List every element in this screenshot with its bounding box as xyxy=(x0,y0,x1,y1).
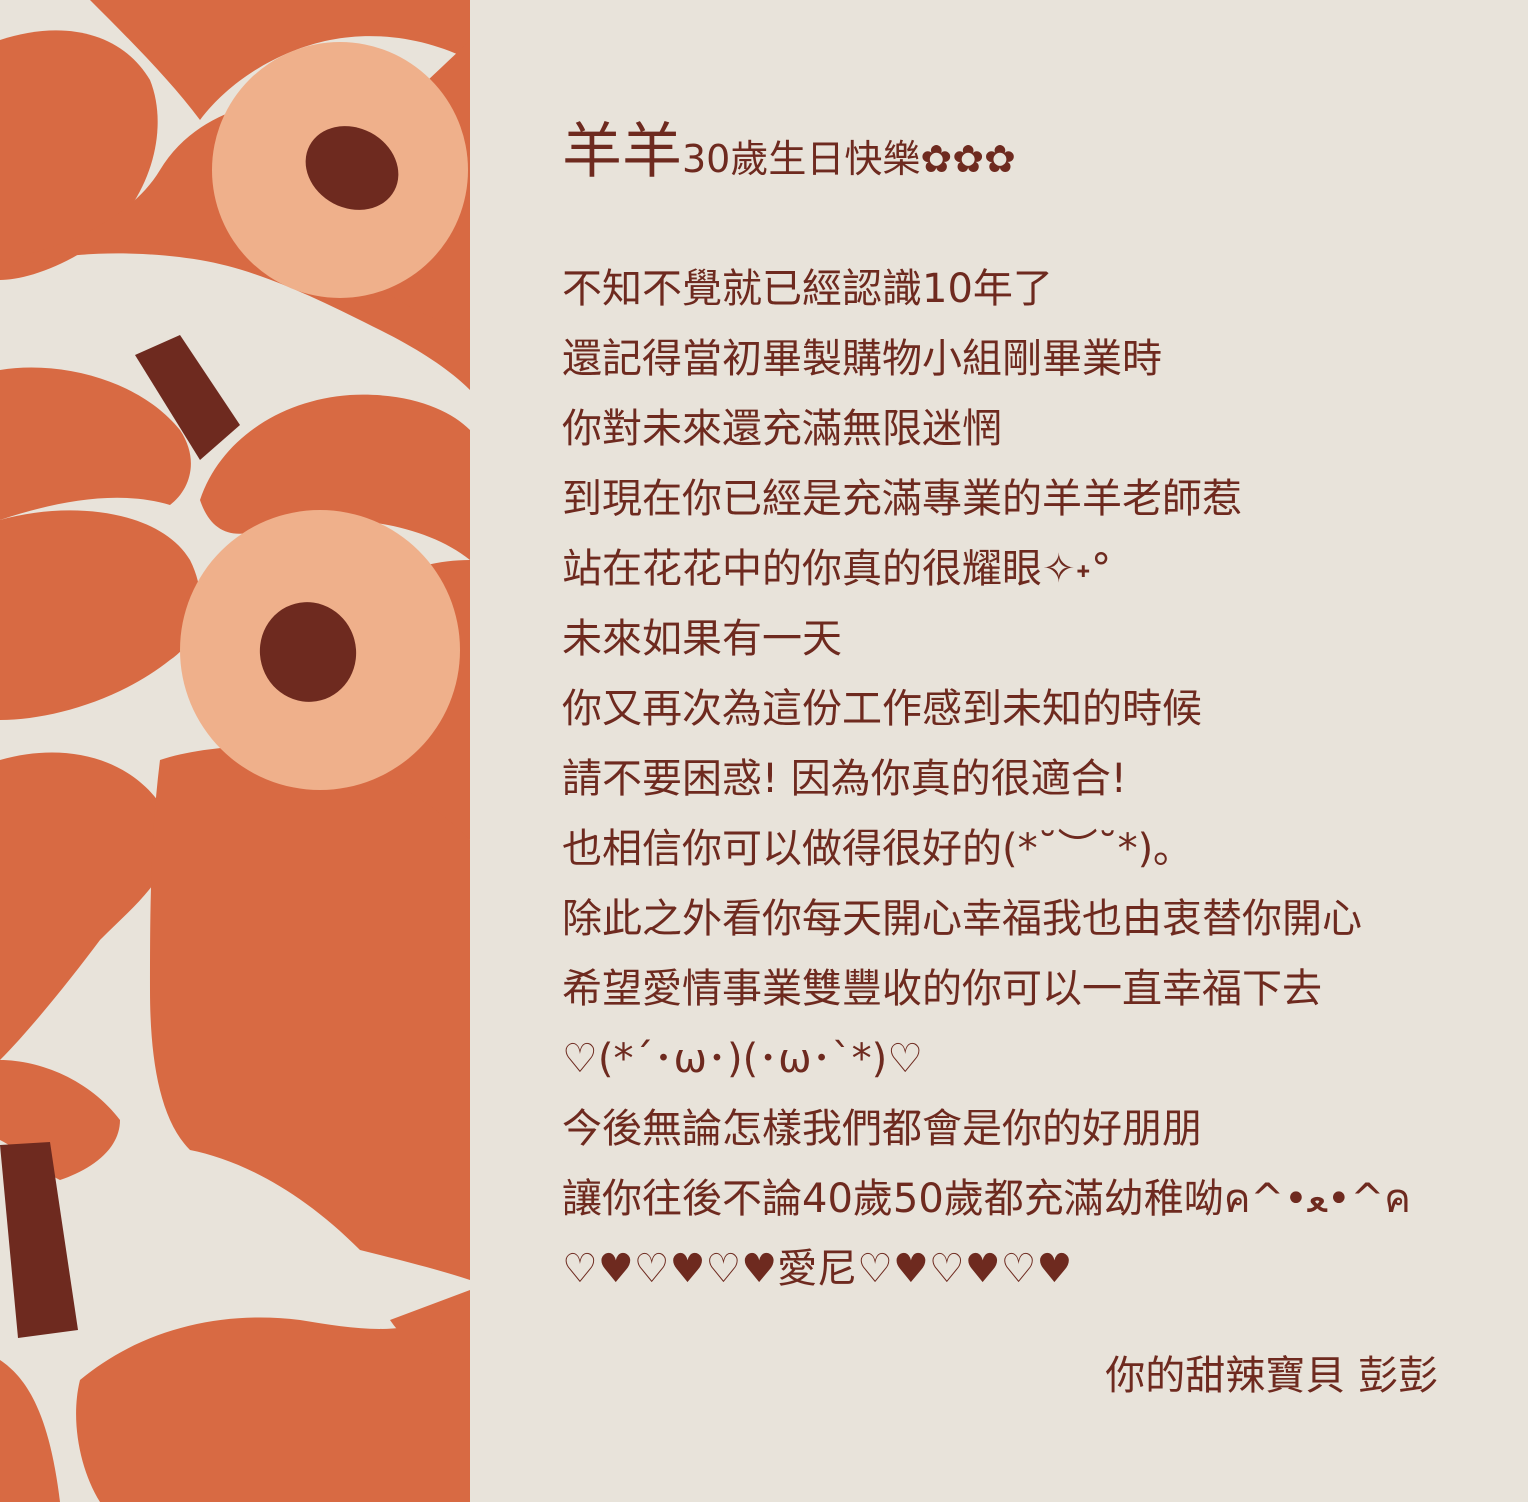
message-line: 希望愛情事業雙豐收的你可以一直幸福下去 xyxy=(562,966,1322,1012)
message-line: 還記得當初畢製購物小組剛畢業時 xyxy=(562,336,1162,382)
message-line: 站在花花中的你真的很耀眼✧˖° xyxy=(562,546,1112,592)
message-line: ♡♥♡♥♡♥愛尼♡♥♡♥♡♥ xyxy=(562,1246,1073,1292)
message-line: 今後無論怎樣我們都會是你的好朋朋 xyxy=(562,1106,1202,1152)
message-panel: 羊羊30歲生日快樂✿✿✿ 不知不覺就已經認識10年了 還記得當初畢製購物小組剛畢… xyxy=(470,0,1528,1502)
petal-bottom-left xyxy=(76,1300,470,1502)
petal-mid-lower-left xyxy=(0,752,172,1060)
petal-mid-left xyxy=(0,510,201,720)
message-line: 你又再次為這份工作感到未知的時候 xyxy=(562,686,1202,732)
message-line: 也相信你可以做得很好的(*˘︶˘*)｡ xyxy=(562,826,1174,872)
petal-bottom-far-left xyxy=(0,1360,60,1502)
title-name: 羊羊 xyxy=(562,117,682,187)
flower-pattern xyxy=(0,0,470,1502)
flower-top-core xyxy=(305,126,399,210)
message-line: 未來如果有一天 xyxy=(562,616,842,662)
message-line: 到現在你已經是充滿專業的羊羊老師惹 xyxy=(562,476,1242,522)
petal-mid-top-left xyxy=(0,367,191,520)
message-line: 不知不覺就已經認識10年了 xyxy=(562,266,1053,312)
title-greeting: 30歲生日快樂✿✿✿ xyxy=(682,137,1016,181)
message-line: 除此之外看你每天開心幸福我也由衷替你開心 xyxy=(562,896,1362,942)
flower-mid-core xyxy=(259,602,357,702)
petal-bottom-mid xyxy=(390,1290,470,1360)
signature: 你的甜辣寶貝 彭彭 xyxy=(1105,1353,1438,1399)
petal-mid-bottom xyxy=(150,746,470,1280)
message-line: ♡(*´･ω･)(･ω･`*)♡ xyxy=(562,1036,924,1082)
card-title: 羊羊30歲生日快樂✿✿✿ xyxy=(562,122,1016,182)
message-line: 你對未來還充滿無限迷惘 xyxy=(562,406,1002,452)
stem-accent-lower xyxy=(0,1142,78,1338)
floral-illustration xyxy=(0,0,470,1502)
message-line: 讓你往後不論40歲50歲都充滿幼稚呦ค^•ﻌ•^ค xyxy=(562,1176,1411,1222)
message-line: 請不要困惑! 因為你真的很適合! xyxy=(562,756,1127,802)
petal-top-upper xyxy=(90,0,470,120)
message-body: 不知不覺就已經認識10年了 還記得當初畢製購物小組剛畢業時 你對未來還充滿無限迷… xyxy=(562,254,1462,1304)
petal-mid-top xyxy=(200,394,470,560)
stem-accent-upper xyxy=(135,335,240,460)
